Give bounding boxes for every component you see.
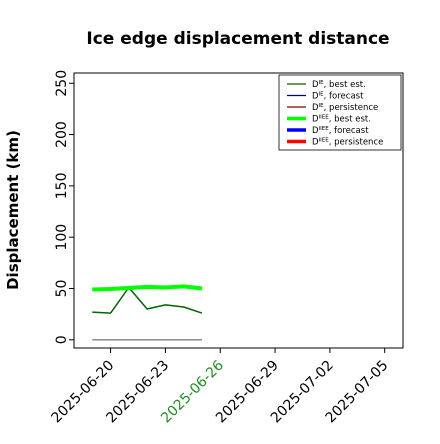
- y-tick-label: 50: [54, 280, 70, 298]
- legend-entry-label: DIE, best est.: [312, 80, 366, 90]
- y-tick-label: 250: [54, 70, 70, 97]
- legend-box: [278, 74, 402, 151]
- y-tick-label: 0: [54, 335, 70, 344]
- y-tick-label: 150: [54, 173, 70, 200]
- chart-title: Ice edge displacement distance: [86, 29, 389, 49]
- plot-frame: [73, 72, 404, 349]
- legend-entry-label: DIIEE, forecast: [312, 126, 369, 136]
- y-tick-label: 200: [54, 121, 70, 148]
- legend-entry-label: DIE, forecast: [312, 92, 364, 102]
- series-line: [92, 286, 203, 314]
- y-axis-label: Displacement (km): [4, 130, 22, 290]
- y-tick-label: 100: [54, 224, 70, 251]
- plot-area: 0501001502002502025-06-202025-06-232025-…: [49, 70, 404, 426]
- legend-entry-label: DIIEE, persistence: [312, 138, 383, 148]
- series-line: [92, 284, 203, 292]
- legend-entry-label: DIE, persistence: [312, 103, 378, 113]
- legend-entry-label: DIIEE, best est.: [312, 115, 371, 125]
